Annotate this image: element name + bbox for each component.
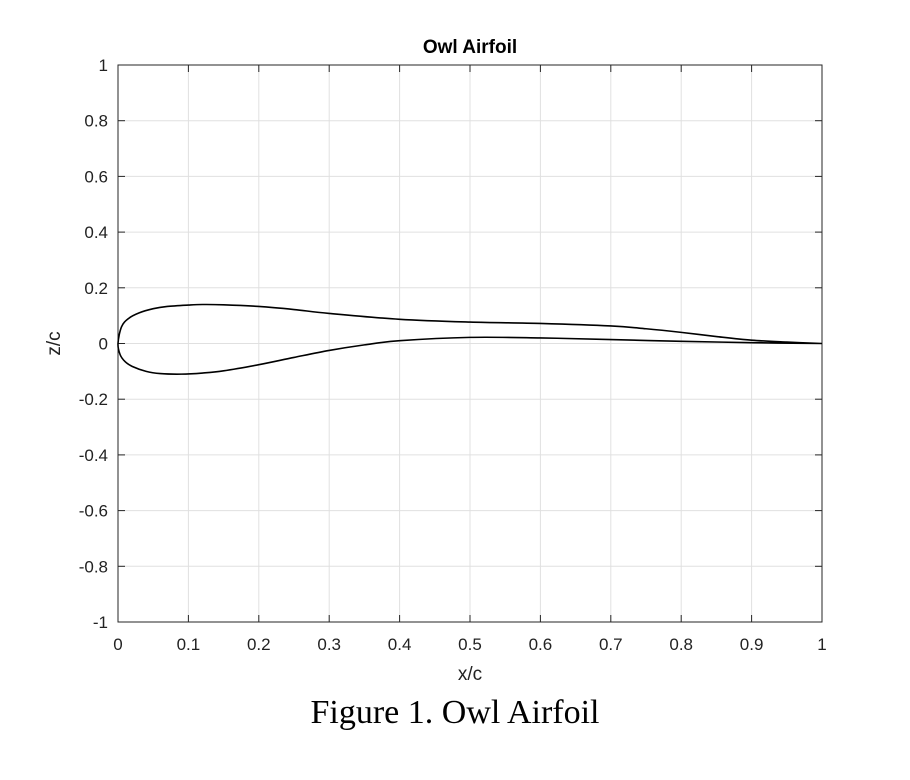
y-tick-label: 0.2 [84, 279, 108, 298]
grid-lines [118, 65, 822, 622]
x-axis-title: x/c [458, 664, 482, 685]
y-tick-label: 0.8 [84, 112, 108, 131]
y-axis-title: z/c [44, 331, 65, 355]
tick-labels: 0 0.1 0.2 0.3 0.4 0.5 0.6 0.7 0.8 0.9 1 1 0.8 0.6 0.4 0… [79, 56, 827, 654]
tick-marks [117, 64, 823, 623]
airfoil-chart: 0 0.1 0.2 0.3 0.4 0.5 0.6 0.7 0.8 0.9 1 1 0.8 0.6 0.4 0… [44, 37, 827, 685]
x-tick-label: 0.8 [669, 635, 693, 654]
y-tick-label: 1 [99, 56, 108, 75]
y-tick-label: 0.6 [84, 167, 108, 186]
y-tick-label: -0.6 [79, 502, 108, 521]
x-tick-label: 0.3 [317, 635, 341, 654]
x-tick-label: 0.1 [177, 635, 201, 654]
y-tick-label: -0.2 [79, 390, 108, 409]
figure-caption: Figure 1. Owl Airfoil [310, 694, 600, 731]
x-tick-label: 0 [113, 635, 122, 654]
x-tick-label: 0.7 [599, 635, 623, 654]
airfoil-profile-line [117, 303, 823, 375]
x-tick-label: 1 [817, 635, 826, 654]
y-tick-label: -0.4 [79, 446, 108, 465]
x-tick-label: 0.4 [388, 635, 412, 654]
x-tick-label: 0.2 [247, 635, 271, 654]
chart-title: Owl Airfoil [423, 37, 517, 58]
y-tick-label: -1 [93, 613, 108, 632]
x-tick-label: 0.6 [529, 635, 553, 654]
y-tick-label: 0.4 [84, 223, 108, 242]
x-tick-label: 0.5 [458, 635, 482, 654]
x-tick-label: 0.9 [740, 635, 764, 654]
y-tick-label: 0 [99, 335, 108, 354]
y-tick-label: -0.8 [79, 557, 108, 576]
